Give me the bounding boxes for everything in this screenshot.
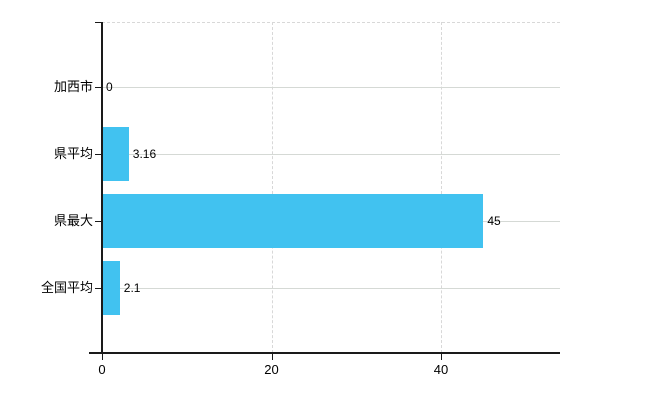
gridline-x-40 [441,22,442,353]
y-tick [95,221,102,222]
y-tick [95,288,102,289]
bar [102,194,483,248]
y-tick [95,87,102,88]
y-axis [101,22,103,353]
gridline-x-20 [271,22,273,353]
gridline-top [102,22,560,23]
category-label: 県平均 [53,146,93,161]
x-tick [441,353,442,360]
value-label: 0 [106,80,113,94]
category-label: 加西市 [53,79,93,94]
x-tick-label: 0 [98,362,106,377]
y-tick-top [95,22,102,23]
bar [102,261,120,315]
gridline-row [102,87,560,88]
gridline-row [102,154,560,155]
value-label: 2.1 [123,281,141,295]
category-label: 県最大 [53,213,93,228]
x-tick [271,353,273,360]
value-label: 45 [487,214,501,228]
category-label: 全国平均 [40,280,93,295]
gridline-row [102,288,560,289]
x-axis [89,352,560,354]
x-tick-label: 40 [433,362,449,377]
y-tick [95,154,102,155]
value-label: 3.16 [132,147,157,161]
bar [102,127,129,181]
x-tick [102,353,103,360]
x-tick-label: 20 [264,362,279,377]
